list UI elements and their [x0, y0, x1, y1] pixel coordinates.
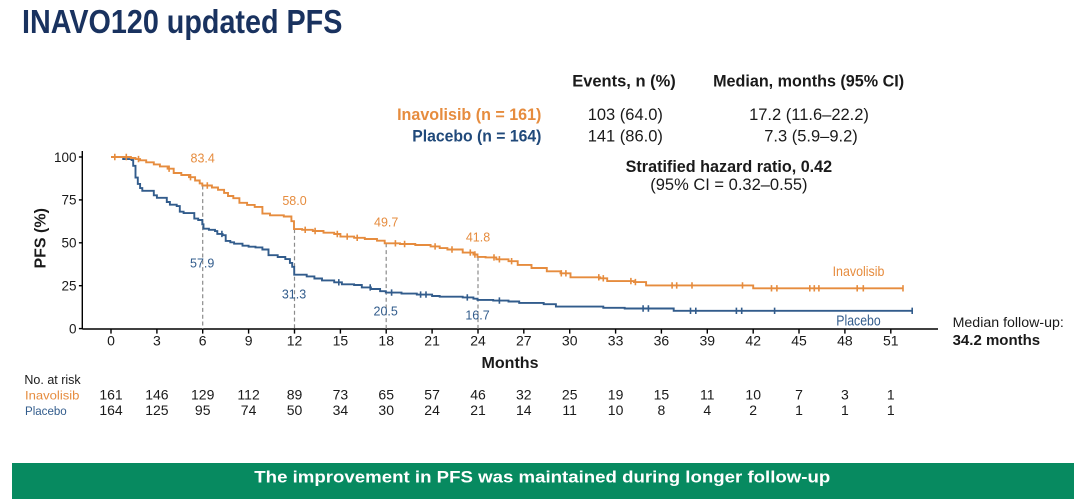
- svg-text:49.7: 49.7: [374, 216, 398, 230]
- svg-text:146: 146: [145, 387, 169, 403]
- svg-text:10: 10: [608, 402, 624, 418]
- svg-text:1: 1: [795, 402, 803, 418]
- svg-text:9: 9: [245, 332, 253, 348]
- svg-text:2: 2: [749, 402, 757, 418]
- svg-text:50: 50: [287, 402, 303, 418]
- svg-text:Median, months (95% CI): Median, months (95% CI): [713, 73, 904, 91]
- svg-text:73: 73: [333, 387, 349, 403]
- svg-text:7: 7: [795, 387, 803, 403]
- svg-text:19: 19: [608, 387, 624, 403]
- svg-text:Placebo (n = 164): Placebo (n = 164): [412, 128, 541, 146]
- svg-text:12: 12: [287, 332, 303, 348]
- svg-text:16.7: 16.7: [465, 309, 489, 323]
- svg-text:36: 36: [654, 332, 670, 348]
- svg-text:41.8: 41.8: [466, 231, 490, 245]
- svg-text:14: 14: [516, 402, 532, 418]
- svg-text:57: 57: [424, 387, 440, 403]
- svg-text:15: 15: [333, 332, 349, 348]
- svg-text:Months: Months: [482, 355, 539, 372]
- svg-text:3: 3: [153, 332, 161, 348]
- svg-text:161: 161: [99, 387, 123, 403]
- svg-text:1: 1: [841, 402, 849, 418]
- svg-text:20.5: 20.5: [374, 305, 398, 319]
- svg-text:Inavolisib: Inavolisib: [833, 263, 885, 279]
- svg-text:33: 33: [608, 332, 624, 348]
- svg-text:95: 95: [195, 402, 211, 418]
- svg-text:8: 8: [658, 402, 666, 418]
- svg-text:83.4: 83.4: [191, 152, 215, 166]
- svg-text:18: 18: [378, 332, 394, 348]
- svg-text:3: 3: [841, 387, 849, 403]
- svg-text:42: 42: [745, 332, 761, 348]
- svg-text:25: 25: [61, 279, 76, 294]
- svg-text:0: 0: [107, 332, 115, 348]
- svg-text:89: 89: [287, 387, 303, 403]
- svg-text:25: 25: [562, 387, 578, 403]
- svg-text:100: 100: [54, 150, 77, 165]
- svg-text:4: 4: [703, 402, 711, 418]
- svg-text:INAVO120 updated PFS: INAVO120 updated PFS: [22, 3, 342, 41]
- svg-text:46: 46: [470, 387, 486, 403]
- svg-text:31.3: 31.3: [282, 288, 306, 302]
- svg-text:10: 10: [745, 387, 761, 403]
- svg-text:Stratified hazard ratio, 0.42: Stratified hazard ratio, 0.42: [626, 158, 833, 176]
- svg-text:Placebo: Placebo: [836, 314, 880, 330]
- svg-text:11: 11: [562, 402, 577, 418]
- svg-text:(95% CI = 0.32–0.55): (95% CI = 0.32–0.55): [650, 176, 807, 194]
- svg-text:129: 129: [191, 387, 215, 403]
- svg-text:50: 50: [61, 236, 76, 251]
- svg-text:74: 74: [241, 402, 257, 418]
- svg-text:30: 30: [562, 332, 578, 348]
- svg-text:Events, n (%): Events, n (%): [572, 73, 676, 91]
- svg-text:48: 48: [837, 332, 853, 348]
- svg-text:15: 15: [654, 387, 670, 403]
- svg-text:The improvement in PFS was mai: The improvement in PFS was maintained du…: [254, 469, 830, 487]
- svg-text:7.3 (5.9–9.2): 7.3 (5.9–9.2): [764, 128, 858, 146]
- svg-text:PFS (%): PFS (%): [33, 208, 50, 268]
- svg-text:58.0: 58.0: [282, 194, 306, 208]
- svg-text:32: 32: [516, 387, 532, 403]
- svg-text:0: 0: [69, 321, 77, 336]
- svg-text:21: 21: [424, 332, 440, 348]
- svg-text:21: 21: [470, 402, 486, 418]
- svg-text:141 (86.0): 141 (86.0): [588, 128, 663, 146]
- svg-text:65: 65: [378, 387, 394, 403]
- svg-text:30: 30: [378, 402, 394, 418]
- svg-text:112: 112: [237, 387, 260, 403]
- svg-text:164: 164: [99, 402, 123, 418]
- svg-text:34.2 months: 34.2 months: [953, 332, 1041, 349]
- svg-text:57.9: 57.9: [190, 257, 214, 271]
- svg-text:45: 45: [791, 332, 807, 348]
- svg-text:39: 39: [700, 332, 716, 348]
- svg-text:27: 27: [516, 332, 532, 348]
- svg-text:51: 51: [883, 332, 899, 348]
- svg-text:Median follow-up:: Median follow-up:: [953, 315, 1064, 331]
- svg-text:Placebo: Placebo: [25, 404, 67, 418]
- svg-text:6: 6: [199, 332, 207, 348]
- svg-text:17.2 (11.6–22.2): 17.2 (11.6–22.2): [749, 106, 869, 124]
- svg-text:75: 75: [61, 193, 76, 208]
- svg-text:Inavolisib: Inavolisib: [25, 389, 80, 403]
- svg-text:1: 1: [887, 387, 895, 403]
- svg-text:1: 1: [887, 402, 895, 418]
- svg-text:34: 34: [333, 402, 349, 418]
- svg-text:Inavolisib (n = 161): Inavolisib (n = 161): [397, 106, 541, 124]
- svg-text:24: 24: [424, 402, 440, 418]
- svg-text:11: 11: [700, 387, 715, 403]
- svg-text:24: 24: [470, 332, 486, 348]
- svg-text:No. at risk: No. at risk: [24, 373, 81, 387]
- svg-text:125: 125: [145, 402, 169, 418]
- svg-text:103 (64.0): 103 (64.0): [588, 106, 663, 124]
